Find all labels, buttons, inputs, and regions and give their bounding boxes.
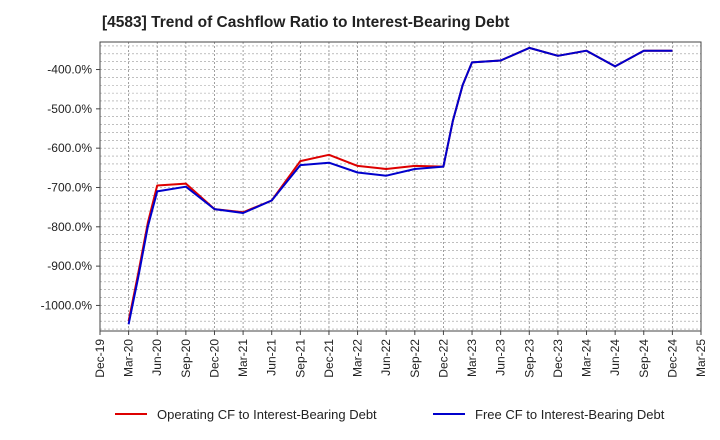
x-tick-label: Sep-21 xyxy=(293,339,307,378)
x-tick-label: Sep-22 xyxy=(408,339,422,378)
legend-label: Operating CF to Interest-Bearing Debt xyxy=(157,407,377,422)
x-tick-label: Dec-20 xyxy=(207,339,221,378)
x-tick-label: Dec-24 xyxy=(665,339,679,378)
y-tick-label: -500.0% xyxy=(47,102,92,116)
y-tick-label: -600.0% xyxy=(47,141,92,155)
x-tick-label: Dec-22 xyxy=(436,339,450,378)
y-tick-label: -1000.0% xyxy=(41,298,93,312)
x-tick-label: Jun-20 xyxy=(150,339,164,376)
x-tick-label: Jun-24 xyxy=(608,339,622,376)
x-tick-label: Mar-21 xyxy=(236,339,250,377)
free-cf-line xyxy=(127,46,673,325)
plot-frame xyxy=(99,41,702,332)
x-tick-label: Dec-23 xyxy=(551,339,565,378)
x-tick-label: Jun-23 xyxy=(494,339,508,376)
x-tick-label: Mar-22 xyxy=(351,339,365,377)
x-tick-label: Mar-23 xyxy=(465,339,479,377)
y-tick-label: -700.0% xyxy=(47,180,92,194)
x-tick-label: Dec-21 xyxy=(322,339,336,378)
y-tick-label: -900.0% xyxy=(47,259,92,273)
x-tick-label: Sep-20 xyxy=(179,339,193,378)
x-tick-label: Sep-23 xyxy=(522,339,536,378)
x-tick-label: Mar-25 xyxy=(694,339,708,377)
x-tick-label: Mar-24 xyxy=(580,339,594,377)
y-tick-label: -800.0% xyxy=(47,220,92,234)
chart-title: [4583] Trend of Cashflow Ratio to Intere… xyxy=(102,14,510,31)
y-tick-label: -400.0% xyxy=(47,63,92,77)
x-tick-label: Mar-20 xyxy=(122,339,136,377)
x-tick-label: Dec-19 xyxy=(93,339,107,378)
x-tick-label: Sep-24 xyxy=(637,339,651,378)
legend-label: Free CF to Interest-Bearing Debt xyxy=(475,407,665,422)
operating-cf-line xyxy=(127,46,673,322)
x-tick-label: Jun-21 xyxy=(265,339,279,376)
x-tick-label: Jun-22 xyxy=(379,339,393,376)
